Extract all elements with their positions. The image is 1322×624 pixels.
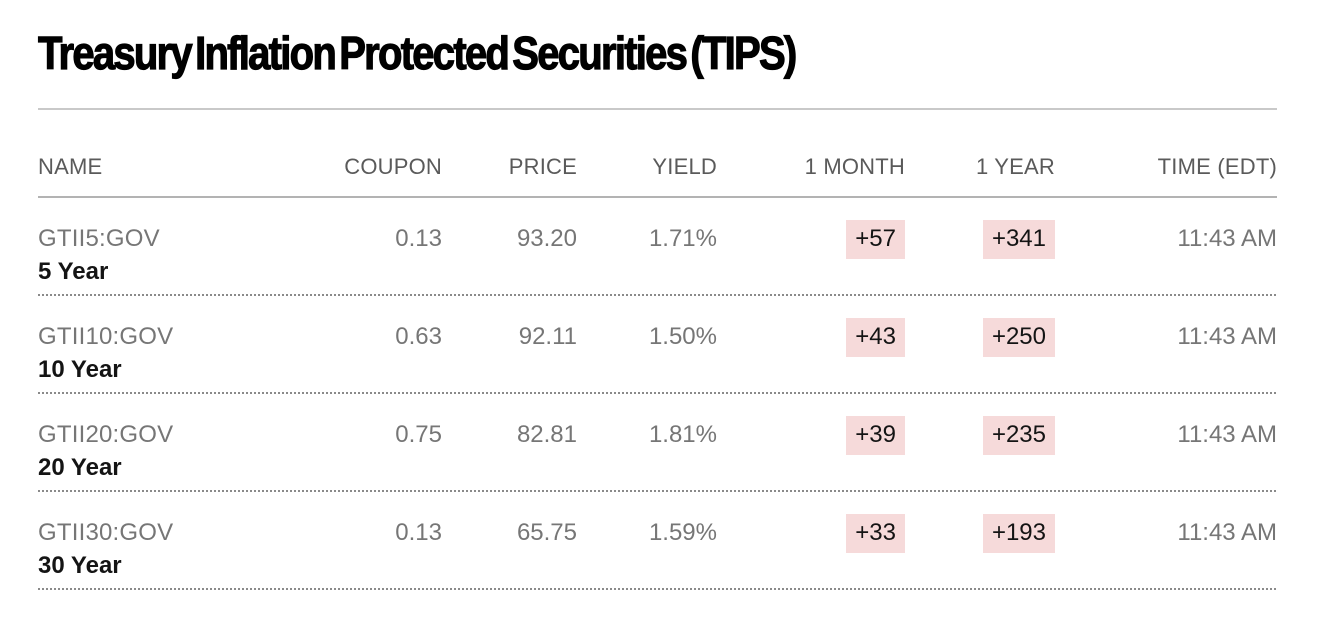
column-header-yield: YIELD [652, 154, 717, 179]
yield-value: 1.50% [648, 323, 717, 350]
name-cell: GTII5:GOV 5 Year [38, 223, 292, 289]
price-value: 92.11 [518, 323, 577, 350]
time-value: 11:43 AM [1177, 323, 1277, 350]
coupon-value: 0.63 [395, 323, 442, 350]
one-year-change-badge: +250 [982, 318, 1055, 357]
yield-value: 1.59% [648, 519, 717, 546]
row-divider [38, 490, 1277, 492]
one-year-change-badge: +341 [982, 220, 1055, 259]
table-row: GTII10:GOV 10 Year 0.63 92.11 1.50% +43 … [38, 296, 1277, 392]
one-year-change-badge: +235 [982, 416, 1055, 455]
security-name: 20 Year [38, 454, 122, 481]
table-row: GTII5:GOV 5 Year 0.13 93.20 1.71% +57 +3… [38, 198, 1277, 294]
header-divider [38, 196, 1277, 198]
table-row: GTII20:GOV 20 Year 0.75 82.81 1.81% +39 … [38, 394, 1277, 490]
ticker-link[interactable]: GTII30:GOV [38, 519, 174, 546]
name-cell: GTII20:GOV 20 Year [38, 419, 292, 485]
one-year-cell: +250 [905, 318, 1055, 357]
name-cell: GTII30:GOV 30 Year [38, 517, 292, 583]
coupon-value: 0.13 [395, 225, 442, 252]
one-month-change-badge: +39 [846, 416, 905, 455]
ticker-link[interactable]: GTII5:GOV [38, 225, 160, 252]
time-value: 11:43 AM [1177, 421, 1277, 448]
column-header-price: PRICE [508, 154, 577, 179]
price-value: 65.75 [516, 519, 577, 546]
table-header-row: NAME COUPON PRICE YIELD 1 MONTH 1 YEAR T… [38, 110, 1277, 196]
one-month-cell: +33 [717, 514, 905, 553]
one-year-change-badge: +193 [982, 514, 1055, 553]
coupon-value: 0.75 [395, 421, 442, 448]
one-year-cell: +193 [905, 514, 1055, 553]
one-month-change-badge: +43 [846, 318, 905, 357]
yield-value: 1.71% [648, 225, 717, 252]
security-name: 10 Year [38, 356, 122, 383]
row-divider [38, 588, 1277, 590]
one-month-cell: +43 [717, 318, 905, 357]
ticker-link[interactable]: GTII20:GOV [38, 421, 174, 448]
row-divider [38, 392, 1277, 394]
row-divider [38, 294, 1277, 296]
name-cell: GTII10:GOV 10 Year [38, 321, 292, 387]
price-value: 93.20 [516, 225, 577, 252]
column-header-1-month: 1 MONTH [804, 154, 905, 179]
coupon-value: 0.13 [395, 519, 442, 546]
column-header-1-year: 1 YEAR [975, 154, 1055, 179]
column-header-time: TIME (EDT) [1157, 154, 1277, 179]
price-value: 82.81 [516, 421, 577, 448]
one-year-cell: +341 [905, 220, 1055, 259]
column-header-name: NAME [38, 154, 103, 179]
yield-value: 1.81% [648, 421, 717, 448]
security-name: 30 Year [38, 552, 122, 579]
column-header-coupon: COUPON [344, 154, 442, 179]
page-title: Treasury Inflation Protected Securities … [37, 27, 797, 79]
time-value: 11:43 AM [1177, 519, 1277, 546]
one-month-cell: +57 [717, 220, 905, 259]
one-year-cell: +235 [905, 416, 1055, 455]
title-divider [38, 108, 1277, 110]
ticker-link[interactable]: GTII10:GOV [38, 323, 174, 350]
time-value: 11:43 AM [1177, 225, 1277, 252]
one-month-change-badge: +33 [846, 514, 905, 553]
security-name: 5 Year [38, 258, 109, 285]
tips-section: Treasury Inflation Protected Securities … [37, 27, 1277, 590]
one-month-change-badge: +57 [846, 220, 905, 259]
table-row: GTII30:GOV 30 Year 0.13 65.75 1.59% +33 … [38, 492, 1277, 588]
one-month-cell: +39 [717, 416, 905, 455]
